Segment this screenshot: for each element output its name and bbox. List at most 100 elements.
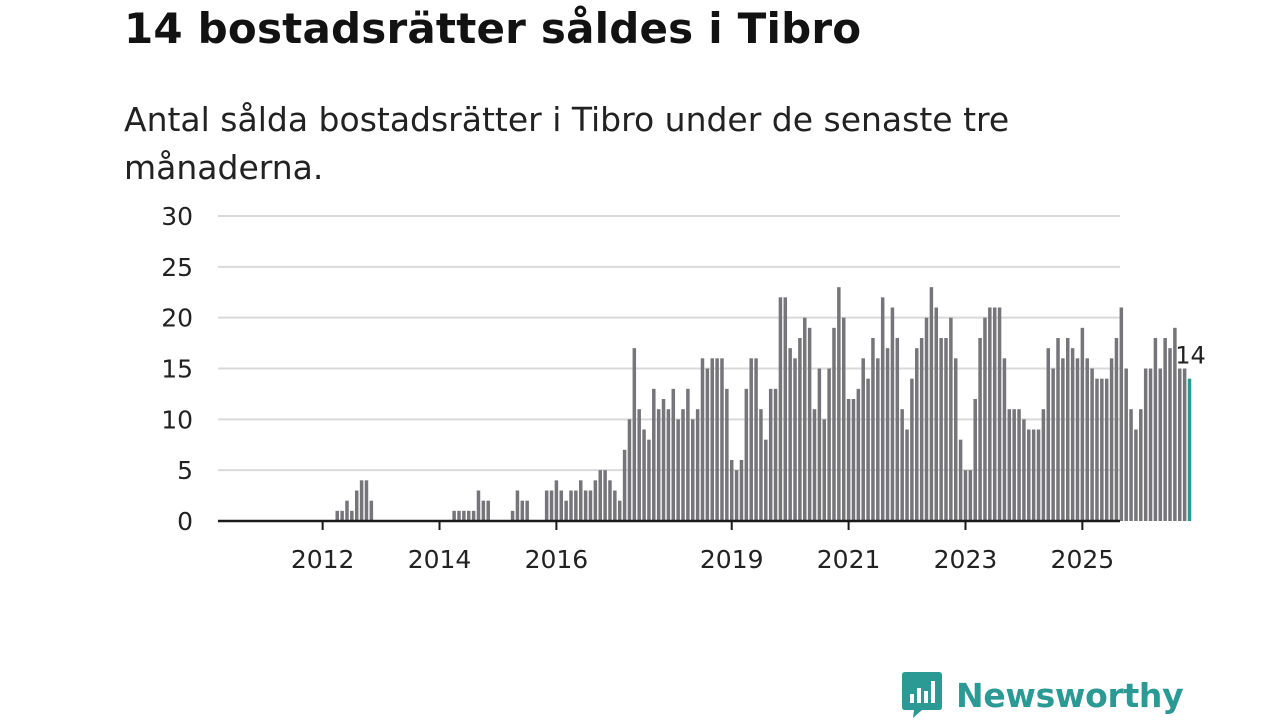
bar (725, 388, 729, 521)
bar (958, 439, 963, 521)
bar (963, 470, 968, 521)
bar (793, 358, 797, 521)
bar (666, 409, 671, 521)
bar (686, 388, 690, 521)
bar (471, 510, 476, 521)
bar (608, 480, 612, 521)
bar (764, 439, 768, 521)
bar (861, 358, 865, 521)
bar (856, 388, 861, 521)
bar (1075, 358, 1080, 521)
bar (1119, 307, 1124, 521)
bar (1041, 409, 1046, 521)
bar (632, 348, 637, 521)
bar (1182, 368, 1187, 521)
bar (744, 388, 749, 521)
bar (476, 490, 481, 521)
bar (1158, 368, 1163, 521)
bar (949, 317, 953, 521)
bar (720, 358, 724, 521)
bar (1027, 429, 1031, 521)
bar (827, 368, 831, 521)
x-tick-label: 2014 (408, 545, 472, 574)
bar (1139, 409, 1143, 521)
bar (515, 490, 520, 521)
bar (520, 500, 525, 521)
bar (803, 317, 807, 521)
bar (1036, 429, 1041, 521)
x-tick-label: 2019 (700, 545, 764, 574)
bar (1066, 338, 1070, 521)
bar (822, 419, 826, 521)
bar (919, 338, 924, 521)
bar (681, 409, 685, 521)
bar (1017, 409, 1021, 521)
bar (768, 388, 773, 521)
bar (364, 480, 369, 521)
bar (778, 297, 783, 521)
y-tick-label: 5 (177, 456, 193, 485)
bar (1061, 358, 1065, 521)
bar (1080, 327, 1085, 521)
latest-value-label: 14 (1175, 342, 1206, 370)
bar (973, 399, 977, 521)
bar (661, 399, 666, 521)
bar (525, 500, 529, 521)
x-tick-label: 2012 (291, 545, 355, 574)
bar (729, 460, 734, 521)
bar (880, 297, 885, 521)
bar (583, 490, 588, 521)
bar (564, 500, 568, 521)
bar (462, 510, 466, 521)
bar (1124, 368, 1128, 521)
bar (890, 307, 895, 521)
bar (554, 480, 559, 521)
chart-subtitle: Antal sålda bostadsrätter i Tibro under … (124, 100, 1010, 187)
bar (1046, 348, 1051, 521)
bar (647, 439, 651, 521)
bar (851, 399, 856, 521)
bar (1070, 348, 1075, 521)
bar (837, 287, 841, 521)
bar (569, 490, 573, 521)
bar (885, 348, 890, 521)
bar (1163, 338, 1167, 521)
bar (710, 358, 714, 521)
bar (1056, 338, 1060, 521)
bar (983, 317, 987, 521)
bar-latest (1187, 378, 1192, 521)
bar (905, 429, 909, 521)
bar (1173, 327, 1177, 521)
y-tick-label: 10 (161, 405, 193, 434)
chart-title: 14 bostadsrätter såldes i Tibro (124, 4, 862, 53)
newsworthy-logo: Newsworthy (902, 670, 1184, 720)
x-tick-label: 2023 (934, 545, 998, 574)
bar (773, 388, 778, 521)
bar (1007, 409, 1012, 521)
y-tick-label: 25 (161, 253, 193, 282)
bar (788, 348, 792, 521)
bar (335, 510, 339, 521)
y-tick-label: 30 (161, 202, 193, 231)
bar (817, 368, 822, 521)
bar (900, 409, 904, 521)
bar (1148, 368, 1153, 521)
bar (359, 480, 364, 521)
bar (1114, 338, 1119, 521)
bar (1143, 368, 1148, 521)
bar (510, 510, 515, 521)
bar (866, 378, 870, 521)
bar (593, 480, 598, 521)
bar (598, 470, 602, 521)
bar (574, 490, 578, 521)
bar (481, 500, 486, 521)
bar (700, 358, 705, 521)
bar (953, 358, 958, 521)
bar (739, 460, 744, 521)
bar (1153, 338, 1158, 521)
bar (627, 419, 632, 521)
bar (642, 429, 646, 521)
bar (637, 409, 641, 521)
bar (895, 338, 900, 521)
